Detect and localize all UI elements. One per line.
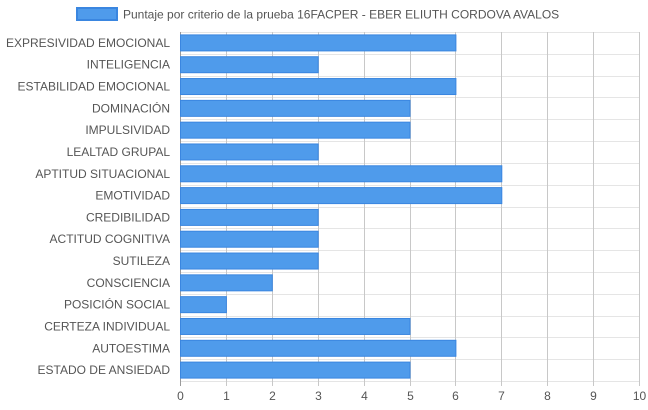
bar[interactable] — [180, 99, 411, 117]
category-label: EXPRESIVIDAD EMOCIONAL — [6, 36, 170, 50]
legend[interactable]: Puntaje por criterio de la prueba 16FACP… — [76, 7, 559, 22]
bar[interactable] — [180, 78, 457, 96]
category-label: IMPULSIVIDAD — [85, 123, 170, 137]
x-tick-label: 4 — [361, 389, 368, 403]
category-label: ACTITUD COGNITIVA — [50, 232, 170, 246]
x-tick-label: 10 — [633, 389, 647, 403]
category-label: APTITUD SITUACIONAL — [35, 167, 170, 181]
x-tick-label: 5 — [407, 389, 414, 403]
category-label: INTELIGENCIA — [87, 58, 170, 72]
x-tick-label: 8 — [544, 389, 551, 403]
bar[interactable] — [180, 317, 411, 335]
x-tick-labels: 0 1 2 3 4 5 6 7 8 9 10 — [177, 389, 646, 403]
bars — [180, 34, 503, 379]
bar[interactable] — [180, 252, 319, 270]
x-tick-label: 1 — [223, 389, 230, 403]
category-label: CREDIBILIDAD — [86, 210, 170, 224]
category-label: LEALTAD GRUPAL — [67, 145, 171, 159]
category-label: CERTEZA INDIVIDUAL — [44, 319, 170, 333]
category-label: DOMINACIÓN — [92, 100, 170, 115]
category-label: ESTABILIDAD EMOCIONAL — [18, 80, 171, 94]
bar[interactable] — [180, 121, 411, 139]
x-tick-label: 2 — [269, 389, 276, 403]
bar[interactable] — [180, 339, 457, 357]
bar[interactable] — [180, 361, 411, 379]
bar[interactable] — [180, 230, 319, 248]
x-tick-label: 3 — [315, 389, 322, 403]
category-label: ESTADO DE ANSIEDAD — [38, 363, 171, 377]
bar[interactable] — [180, 34, 457, 52]
category-labels: EXPRESIVIDAD EMOCIONAL INTELIGENCIA ESTABI… — [6, 36, 170, 377]
x-tick-label: 7 — [498, 389, 505, 403]
bar[interactable] — [180, 56, 319, 74]
x-tick-label: 6 — [452, 389, 459, 403]
bar[interactable] — [180, 165, 503, 183]
x-tick-label: 9 — [590, 389, 597, 403]
bar[interactable] — [180, 143, 319, 161]
legend-label[interactable]: Puntaje por criterio de la prueba 16FACP… — [123, 8, 559, 22]
category-label: AUTOESTIMA — [92, 341, 170, 355]
category-label: EMOTIVIDAD — [95, 189, 170, 203]
bar[interactable] — [180, 187, 503, 205]
bar[interactable] — [180, 296, 227, 314]
legend-swatch[interactable] — [76, 7, 118, 21]
bar[interactable] — [180, 208, 319, 226]
category-label: CONSCIENCIA — [87, 276, 170, 290]
category-label: POSICIÓN SOCIAL — [64, 297, 170, 312]
x-tick-label: 0 — [177, 389, 184, 403]
category-label: SUTILEZA — [113, 254, 170, 268]
bar[interactable] — [180, 274, 273, 292]
